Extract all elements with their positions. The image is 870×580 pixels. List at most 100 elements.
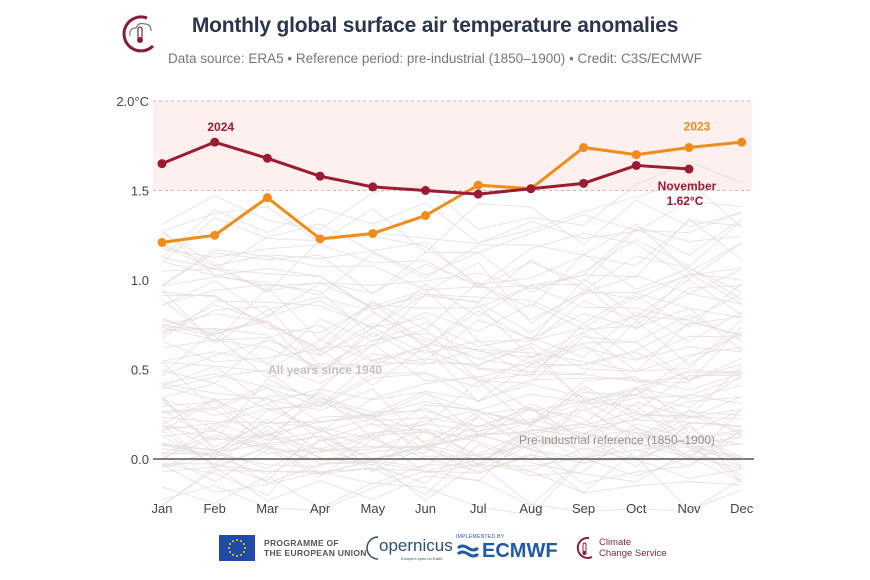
background-year-line <box>161 218 742 288</box>
eu-star <box>232 553 234 556</box>
label-all-years: All years since 1940 <box>268 363 382 377</box>
data-point-2024-Feb <box>210 137 220 147</box>
chart-title: Monthly global surface air temperature a… <box>191 14 679 37</box>
label-pre-industrial: Pre-industrial reference (1850–1900) <box>519 433 715 447</box>
c3s-text-line1: Climate <box>599 537 632 548</box>
ecmwf-text: ECMWF <box>482 539 558 562</box>
x-tick-label: Nov <box>677 501 701 516</box>
background-year-line <box>161 428 742 479</box>
background-year-line <box>161 339 742 372</box>
background-year-line <box>161 375 742 434</box>
background-year-line <box>161 456 742 507</box>
x-axis-ticks: Jan Feb Mar Apr May Jun Jul Aug Sep Oct Nov Dec <box>152 501 754 516</box>
background-year-line <box>161 396 742 448</box>
data-point-2023-Nov <box>684 143 694 153</box>
background-year-line <box>161 322 742 377</box>
background-year-line <box>161 444 742 496</box>
data-point-2024-Apr <box>315 171 325 181</box>
data-point-2023-Feb <box>210 230 220 240</box>
background-year-line <box>161 376 742 447</box>
data-point-2024-Oct <box>631 160 641 170</box>
background-year-line <box>161 415 742 469</box>
data-point-2023-Dec <box>737 137 747 147</box>
data-point-2023-Jun <box>421 211 430 221</box>
c3s-logo: Climate Change Service <box>573 530 667 566</box>
data-point-2023-Jul <box>473 180 483 190</box>
x-tick-label: Jun <box>415 501 436 516</box>
data-point-2024-Nov <box>684 164 694 174</box>
copernicus-c-icon <box>366 536 379 560</box>
eu-star <box>240 553 242 556</box>
background-year-line <box>161 210 742 276</box>
data-point-2023-Sep <box>579 143 589 153</box>
eu-star <box>236 539 238 541</box>
data-point-2024-Jan <box>157 159 167 169</box>
y-tick-label: 1.0 <box>131 273 149 288</box>
highlight-band-1.5-2.0 <box>153 101 752 191</box>
background-year-line <box>161 160 742 230</box>
background-year-line <box>161 283 742 336</box>
label-november: November <box>658 179 717 193</box>
copernicus-text: opernicus <box>379 535 453 555</box>
background-year-line <box>161 355 742 411</box>
background-year-line <box>161 300 742 359</box>
background-year-line <box>161 396 742 451</box>
background-year-line <box>161 399 742 461</box>
background-year-line <box>161 180 743 258</box>
c3s-text-line2: Change Service <box>599 548 667 559</box>
background-year-line <box>161 373 742 423</box>
background-year-line <box>161 423 742 461</box>
data-point-2024-Aug <box>526 184 536 194</box>
grid-lines <box>153 100 754 460</box>
data-point-2023-May <box>368 228 378 238</box>
background-year-line <box>161 259 742 310</box>
eu-star <box>236 555 238 557</box>
data-point-2023-Mar <box>262 193 272 203</box>
data-point-2024-May <box>368 182 378 192</box>
data-point-2024-Jun <box>421 186 430 195</box>
x-tick-label: May <box>361 501 386 516</box>
chart: 0.0 0.5 1.0 1.5 2.0°C Jan Feb Mar Apr May Jun Jul A… <box>116 94 754 516</box>
background-year-line <box>161 394 742 439</box>
x-tick-label: Feb <box>203 501 225 516</box>
background-year-line <box>161 419 742 474</box>
eu-star <box>240 540 242 543</box>
background-year-line <box>161 425 742 485</box>
background-year-line <box>161 384 742 446</box>
background-year-line <box>161 283 743 348</box>
eu-text-line1: PROGRAMME OF <box>264 538 339 548</box>
data-point-2024-Jul <box>473 189 483 199</box>
eu-text-line2: THE EUROPEAN UNION <box>264 548 367 558</box>
background-year-line <box>161 427 742 476</box>
chart-subtitle: Data source: ERA5 • Reference period: pr… <box>168 51 702 66</box>
background-year-line <box>161 223 742 296</box>
series-group <box>157 137 747 247</box>
y-tick-label: 2.0°C <box>116 94 149 109</box>
background-year-line <box>161 232 742 291</box>
eu-star <box>229 551 232 553</box>
data-point-2023-Apr <box>315 234 325 244</box>
background-year-line <box>161 321 742 379</box>
copernicus-logo: opernicus Europe's eyes on Earth <box>365 530 453 566</box>
series-line-2023 <box>161 140 742 244</box>
ecmwf-logo: IMPLEMENTED BY ECMWF <box>456 530 558 566</box>
series-2024 <box>157 137 694 199</box>
thermometer-cloud-icon <box>122 15 155 53</box>
x-tick-label: Dec <box>730 501 754 516</box>
copernicus-tagline: Europe's eyes on Earth <box>401 555 443 561</box>
background-year-line <box>161 401 742 465</box>
x-tick-label: Aug <box>519 501 542 516</box>
background-year-line <box>161 319 743 384</box>
background-year-line <box>161 409 743 470</box>
x-tick-label: Jul <box>470 501 487 516</box>
y-tick-label: 1.5 <box>131 184 149 199</box>
background-year-line <box>161 387 742 457</box>
data-point-2023-Jan <box>157 237 167 247</box>
series-2023 <box>157 137 747 247</box>
background-year-line <box>161 315 742 376</box>
eu-logo: PROGRAMME OF THE EUROPEAN UNION <box>219 530 367 566</box>
x-tick-label: Apr <box>310 501 331 516</box>
background-year-line <box>161 453 742 512</box>
background-year-line <box>161 336 742 387</box>
